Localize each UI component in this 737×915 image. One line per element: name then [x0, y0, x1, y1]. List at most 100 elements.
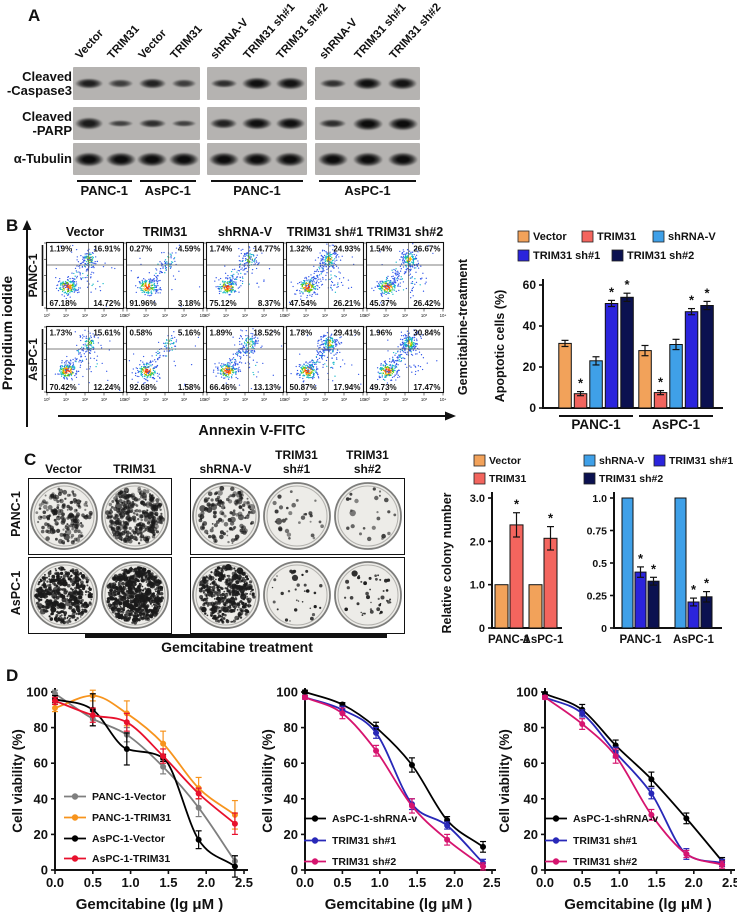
colony-column-header: Vector: [45, 461, 82, 476]
legend-marker: [71, 835, 79, 842]
legend-label: TRIM31 sh#2: [573, 856, 637, 868]
bar: [558, 342, 572, 409]
legend-label: shRNA-V: [668, 231, 716, 243]
y-tick-label: 40: [524, 791, 538, 806]
bar: [700, 305, 714, 409]
x-tick-label: 0.5: [333, 875, 351, 890]
scatter-dots: [290, 329, 362, 389]
y-tick-label: 20: [34, 827, 48, 842]
protein-band: [168, 151, 201, 167]
flow-plot: [365, 241, 445, 310]
significance-star: *: [658, 375, 664, 390]
cell-line-underline: [139, 180, 196, 182]
dose-response-curve: [54, 700, 236, 825]
protein-band: [386, 116, 419, 131]
x-tick-label: 1.5: [159, 875, 177, 890]
y-axis-title: Cell viability (%): [497, 729, 512, 833]
y-tick-label: 100: [26, 685, 48, 700]
flow-y-axis-title: Propidium iodide: [0, 276, 15, 391]
protein-band: [351, 151, 384, 167]
quadrant-ur-percentage: 29.41%: [333, 329, 360, 338]
flow-axis-tick: 10¹: [63, 397, 70, 402]
flow-axis-tick: 10⁰: [204, 313, 211, 318]
flow-axis-tick: 10⁴: [440, 313, 447, 318]
data-point: [719, 861, 726, 868]
quadrant-ul-percentage: 1.54%: [370, 245, 393, 254]
quadrant-ll-percentage: 49.73%: [370, 383, 397, 392]
protein-band: [241, 76, 273, 91]
y-tick-label: 0.5: [592, 558, 607, 570]
panel-c-colony-chart-1: Vector TRIM31 0 1.0 2.0 3.0 Relative colony nu…: [438, 452, 570, 655]
flow-axis-tick: 10¹: [223, 313, 230, 318]
flow-axis-tick: 10⁰: [124, 313, 131, 318]
colony-column-header: shRNA-V: [199, 461, 252, 476]
y-axis-title: Cell viability (%): [260, 729, 275, 833]
data-point: [480, 863, 487, 870]
data-point: [231, 820, 238, 827]
quadrant-ur-percentage: 16.91%: [93, 245, 120, 254]
flow-axis-tick: 10³: [181, 313, 188, 318]
quadrant-ll-percentage: 75.12%: [210, 299, 237, 308]
y-tick-label: 0: [291, 863, 298, 878]
flow-axis-tick: 10¹: [383, 313, 390, 318]
y-tick-label: 20: [524, 827, 538, 842]
colony-overexpression-bar-chart: Vector TRIM31 0 1.0 2.0 3.0 Relative colony nu…: [440, 454, 564, 646]
bar: [638, 350, 652, 409]
y-axis-title: Cell viability (%): [10, 729, 25, 833]
quadrant-ur-percentage: 5.16%: [178, 329, 201, 338]
panel-label-c: C: [24, 450, 37, 469]
legend-marker: [71, 814, 79, 821]
protein-band: [351, 76, 384, 91]
legend-swatch: [652, 230, 665, 243]
y-tick-label: 20: [284, 827, 298, 842]
flow-axis-tick: 10⁰: [284, 313, 291, 318]
data-point: [579, 721, 586, 728]
quadrant-lr-percentage: 1.58%: [178, 383, 201, 392]
flow-plot: [125, 241, 205, 310]
significance-star: *: [704, 576, 710, 591]
colony-speckles: [197, 485, 255, 544]
panel-b-apoptosis-chart: Vector TRIM31 shRNA-V TRIM31 sh#1 TRIM31 sh#…: [488, 226, 737, 442]
legend-marker: [552, 815, 560, 822]
protein-band: [241, 151, 273, 167]
quadrant-ur-percentage: 30.84%: [413, 329, 440, 338]
colony-dish: [29, 560, 98, 629]
legend-marker: [311, 815, 319, 822]
flow-axis-tick: 10³: [181, 397, 188, 402]
y-tick-label: 2.0: [470, 536, 485, 548]
legend-swatch: [653, 454, 666, 467]
colony-dish: [100, 560, 169, 629]
data-point: [683, 850, 690, 857]
category-label: AsPC-1: [652, 417, 701, 432]
y-tick-label: 0.25: [587, 591, 608, 603]
x-tick-label: 2.0: [685, 875, 703, 890]
quadrant-ur-percentage: 4.59%: [178, 245, 201, 254]
y-tick-label: 60: [524, 756, 538, 771]
data-point: [339, 710, 346, 717]
quadrant-lr-percentage: 17.94%: [333, 383, 360, 392]
scatter-dots: [130, 244, 201, 307]
data-point: [231, 863, 238, 870]
data-point: [579, 710, 586, 717]
quadrant-ul-percentage: 1.32%: [290, 245, 313, 254]
lane-label: TRIM31: [168, 23, 205, 62]
legend-label: AsPC-1-shRNA-v: [573, 813, 658, 825]
x-tick-label: 0.0: [46, 875, 64, 890]
y-tick-label: 60: [523, 278, 537, 292]
antibody-label: Cleaved -Caspase3: [6, 68, 72, 98]
legend-label: TRIM31 sh#2: [627, 250, 694, 262]
quadrant-ll-percentage: 91.96%: [130, 299, 157, 308]
legend-swatch: [581, 230, 594, 243]
quadrant-ur-percentage: 24.93%: [333, 245, 360, 254]
flow-axis-tick: 10⁴: [440, 397, 447, 402]
x-tick-label: 2.5: [483, 875, 500, 890]
protein-band: [209, 78, 238, 89]
data-point: [89, 712, 96, 719]
flow-axis-tick: 10⁰: [284, 397, 291, 402]
scatter-dots: [212, 328, 283, 390]
x-tick-label: 1.0: [371, 875, 389, 890]
x-tick-label: 2.0: [446, 875, 464, 890]
legend-label: AsPC-1-TRIM31: [92, 853, 170, 865]
significance-star: *: [691, 582, 697, 597]
